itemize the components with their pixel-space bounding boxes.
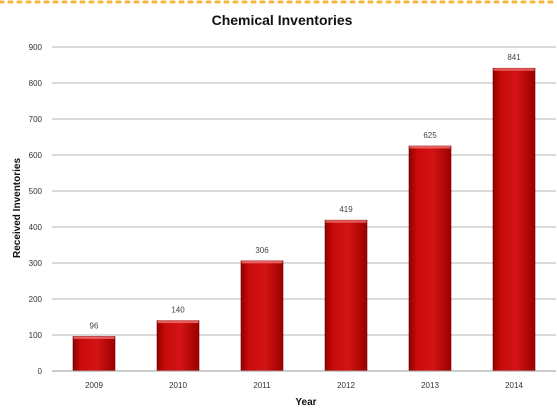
y-tick-label: 700 — [29, 115, 43, 124]
bar-highlight — [493, 68, 535, 71]
x-tick-label: 2013 — [421, 381, 439, 390]
data-labels: 96 140 306 419 625 841 — [90, 53, 522, 330]
x-axis-title: Year — [295, 397, 316, 408]
bar-2011 — [240, 260, 284, 372]
y-tick-label: 600 — [29, 151, 43, 160]
gridlines — [52, 46, 556, 336]
y-tick-label: 300 — [29, 259, 43, 268]
x-axis-ticks: 2009 2010 2011 2012 2013 2014 — [85, 381, 523, 390]
data-label: 419 — [339, 205, 353, 214]
y-axis-ticks: 0 100 200 300 400 500 600 700 800 900 — [29, 43, 43, 376]
y-tick-label: 100 — [29, 331, 43, 340]
bar-highlight — [409, 146, 451, 149]
chart-title: Chemical Inventories — [212, 12, 353, 28]
bar-highlight — [157, 320, 199, 324]
y-tick-label: 200 — [29, 295, 43, 304]
data-label: 841 — [507, 53, 521, 62]
x-tick-label: 2010 — [169, 381, 187, 390]
y-axis-title: Received Inventories — [12, 158, 23, 258]
x-tick-label: 2009 — [85, 381, 103, 390]
bar-2009 — [72, 336, 116, 372]
data-label: 140 — [171, 306, 185, 315]
bar-2012 — [324, 219, 368, 372]
y-tick-label: 0 — [38, 367, 43, 376]
data-label: 96 — [90, 321, 99, 330]
y-tick-label: 900 — [29, 43, 43, 52]
bar-2013 — [408, 145, 452, 372]
y-tick-label: 800 — [29, 79, 43, 88]
bars — [72, 67, 536, 372]
y-tick-label: 400 — [29, 223, 43, 232]
x-tick-label: 2012 — [337, 381, 355, 390]
bar-highlight — [325, 220, 367, 223]
y-tick-label: 500 — [29, 187, 43, 196]
bar-2010 — [156, 320, 200, 372]
data-label: 625 — [423, 131, 437, 140]
data-label: 306 — [255, 246, 269, 255]
bar-2014 — [492, 67, 536, 372]
x-tick-label: 2011 — [253, 381, 271, 390]
bar-highlight — [241, 260, 283, 264]
bar-highlight — [73, 336, 115, 339]
x-tick-label: 2014 — [505, 381, 523, 390]
